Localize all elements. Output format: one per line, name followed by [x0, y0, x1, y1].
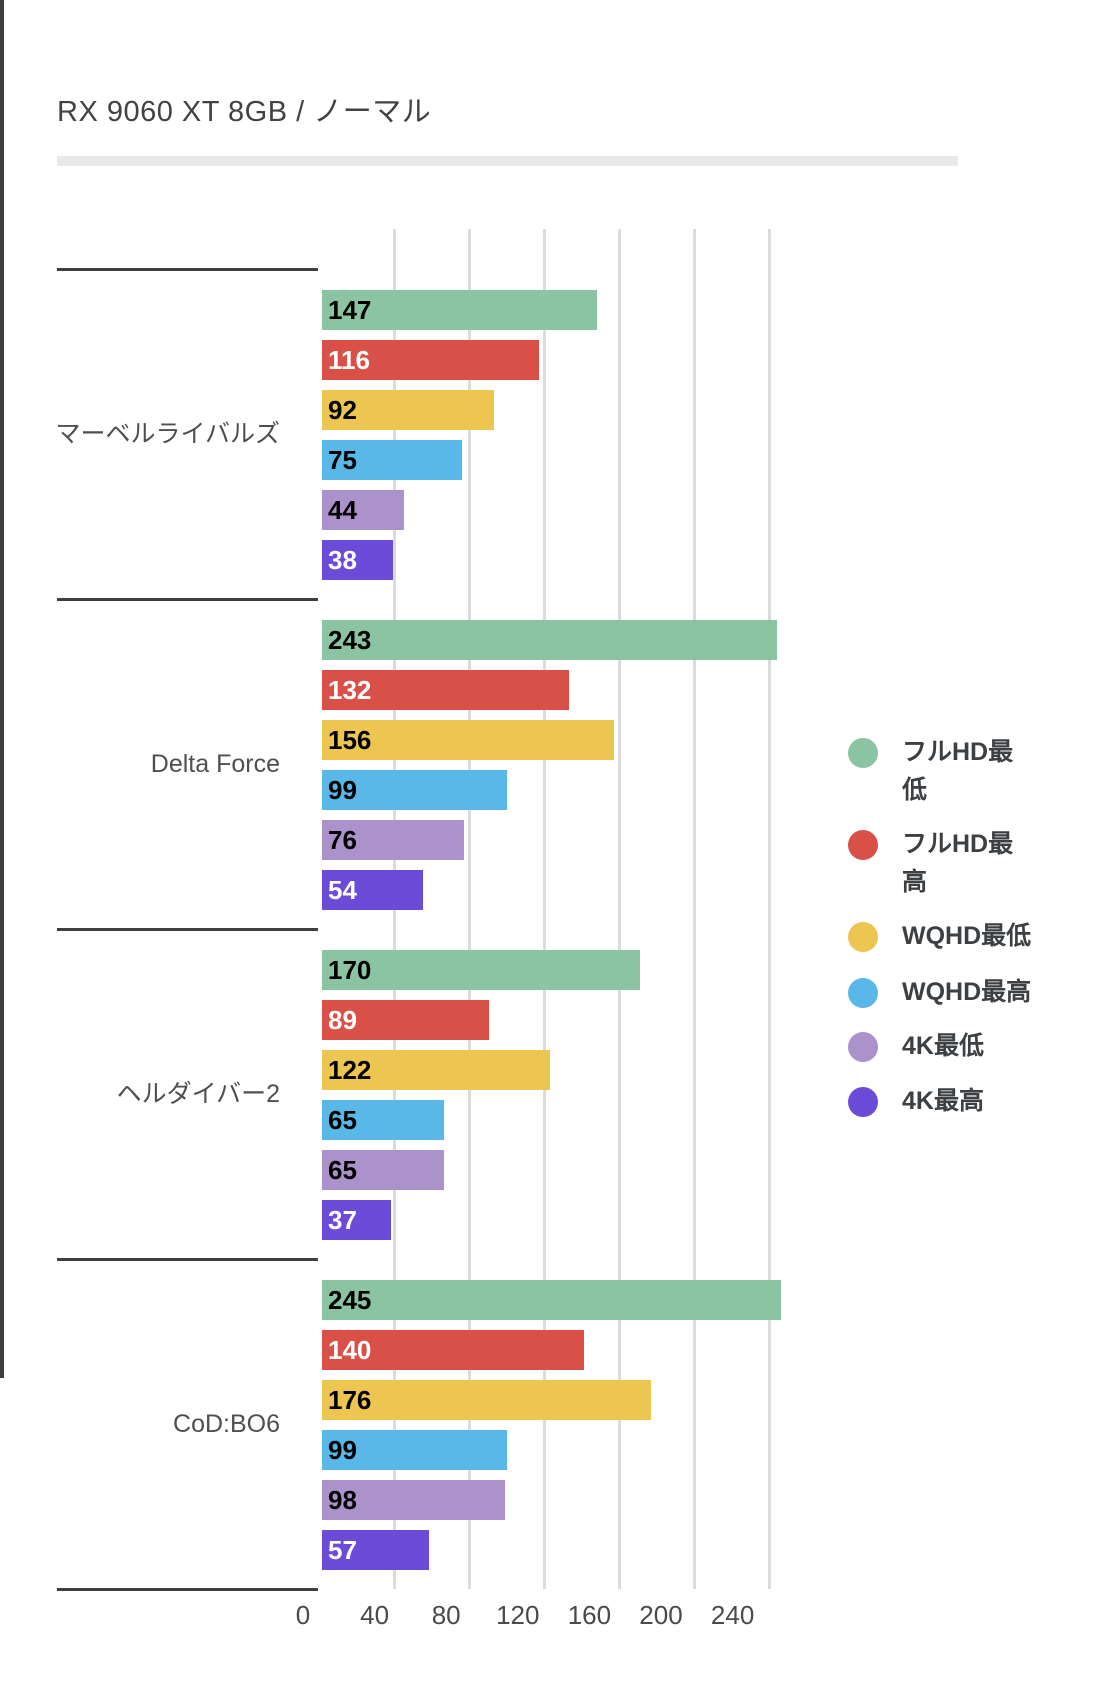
- category-separator: [57, 268, 318, 271]
- legend-label: WQHD最低: [902, 917, 1031, 955]
- bar-value-label: 44: [328, 495, 357, 525]
- x-axis-tick-label: 40: [360, 1600, 390, 1630]
- bar-value-label: 243: [328, 625, 372, 655]
- x-axis-tick-label: 0: [295, 1600, 311, 1630]
- bar: 75: [322, 440, 462, 480]
- legend-swatch: [848, 978, 878, 1008]
- category-separator: [57, 1258, 318, 1261]
- bar-value-label: 147: [328, 295, 372, 325]
- x-axis-tick-label: 200: [639, 1600, 683, 1630]
- legend-item: フルHD最低: [848, 738, 1013, 809]
- category-label: ヘルダイバー2: [116, 1080, 280, 1108]
- bar: 92: [322, 390, 494, 430]
- legend-item: WQHD最低: [848, 922, 1031, 955]
- legend-label: 4K最高: [902, 1082, 984, 1120]
- gridline: [618, 229, 622, 1589]
- category-separator: [57, 1588, 318, 1591]
- bar: 65: [322, 1100, 444, 1140]
- y-axis-line: [0, 0, 4, 1378]
- bar: 76: [322, 820, 464, 860]
- bar-value-label: 176: [328, 1385, 372, 1415]
- bar: 54: [322, 870, 423, 910]
- bar: 132: [322, 670, 569, 710]
- bar: 38: [322, 540, 393, 580]
- legend-label: フルHD最高: [902, 825, 1013, 901]
- legend-item: 4K最高: [848, 1087, 984, 1120]
- gridline: [692, 229, 696, 1589]
- chart-title: RX 9060 XT 8GB / ノーマル: [57, 96, 432, 128]
- bar-value-label: 98: [328, 1485, 357, 1515]
- bar: 243: [322, 620, 777, 660]
- title-divider: [57, 156, 958, 166]
- gridline: [767, 229, 771, 1589]
- legend-label-line: WQHD最低: [902, 922, 1032, 950]
- bar: 99: [322, 1430, 507, 1470]
- bar: 37: [322, 1200, 391, 1240]
- bar-value-label: 65: [328, 1155, 357, 1185]
- legend-label-line: 4K最高: [902, 1087, 984, 1115]
- gridline: [468, 229, 472, 1589]
- bar: 147: [322, 290, 597, 330]
- legend-item: WQHD最高: [848, 978, 1031, 1011]
- bar-value-label: 132: [328, 675, 372, 705]
- bar-value-label: 99: [328, 1435, 357, 1465]
- legend-item: 4K最低: [848, 1032, 984, 1065]
- bar-value-label: 116: [328, 345, 370, 375]
- legend-label: フルHD最低: [902, 733, 1013, 809]
- legend-label-line: フルHD最: [902, 830, 1014, 858]
- bar-value-label: 38: [328, 545, 357, 575]
- legend-label-line: フルHD最: [902, 738, 1014, 766]
- category-separator: [57, 928, 318, 931]
- bar: 122: [322, 1050, 550, 1090]
- bar: 57: [322, 1530, 429, 1570]
- bar-value-label: 156: [328, 725, 372, 755]
- bar-value-label: 76: [328, 825, 357, 855]
- bar: 156: [322, 720, 614, 760]
- x-axis-tick-label: 160: [567, 1600, 612, 1630]
- legend-label-line: 4K最低: [902, 1032, 984, 1060]
- bar-value-label: 245: [328, 1285, 372, 1315]
- bar-value-label: 99: [328, 775, 357, 805]
- category-separator: [57, 598, 318, 601]
- category-label: Delta Force: [150, 750, 280, 778]
- bar-value-label: 54: [328, 875, 357, 905]
- bar-value-label: 37: [328, 1205, 357, 1235]
- bar: 245: [322, 1280, 781, 1320]
- legend-label-line: 高: [902, 868, 928, 896]
- bar-value-label: 89: [328, 1005, 357, 1035]
- bar: 99: [322, 770, 507, 810]
- legend-swatch: [848, 1032, 878, 1062]
- bar: 65: [322, 1150, 444, 1190]
- bar-value-label: 140: [328, 1335, 372, 1365]
- bar: 140: [322, 1330, 584, 1370]
- legend-label: WQHD最高: [902, 973, 1031, 1011]
- bar-value-label: 122: [328, 1055, 372, 1085]
- legend-swatch: [848, 830, 878, 860]
- bar: 89: [322, 1000, 489, 1040]
- bar-value-label: 170: [328, 955, 372, 985]
- category-label: CoD:BO6: [173, 1410, 280, 1438]
- gridline: [543, 229, 547, 1589]
- category-label: マーベルライバルズ: [55, 420, 280, 448]
- bar-value-label: 92: [328, 395, 357, 425]
- legend-swatch: [848, 1087, 878, 1117]
- legend-item: フルHD最高: [848, 830, 1013, 901]
- x-axis-tick-label: 120: [496, 1600, 540, 1630]
- bar-value-label: 57: [328, 1535, 357, 1565]
- bar: 170: [322, 950, 640, 990]
- bar: 44: [322, 490, 404, 530]
- x-axis-tick-label: 80: [431, 1600, 461, 1630]
- bar-value-label: 65: [328, 1105, 357, 1135]
- bar-value-label: 75: [328, 445, 357, 475]
- legend-swatch: [848, 922, 878, 952]
- legend-swatch: [848, 738, 878, 768]
- x-axis-tick-label: 240: [710, 1600, 755, 1630]
- bar: 116: [322, 340, 539, 380]
- legend-label-line: WQHD最高: [902, 978, 1032, 1006]
- legend-label-line: 低: [902, 776, 928, 804]
- legend-label: 4K最低: [902, 1027, 984, 1065]
- bar: 98: [322, 1480, 505, 1520]
- bar: 176: [322, 1380, 651, 1420]
